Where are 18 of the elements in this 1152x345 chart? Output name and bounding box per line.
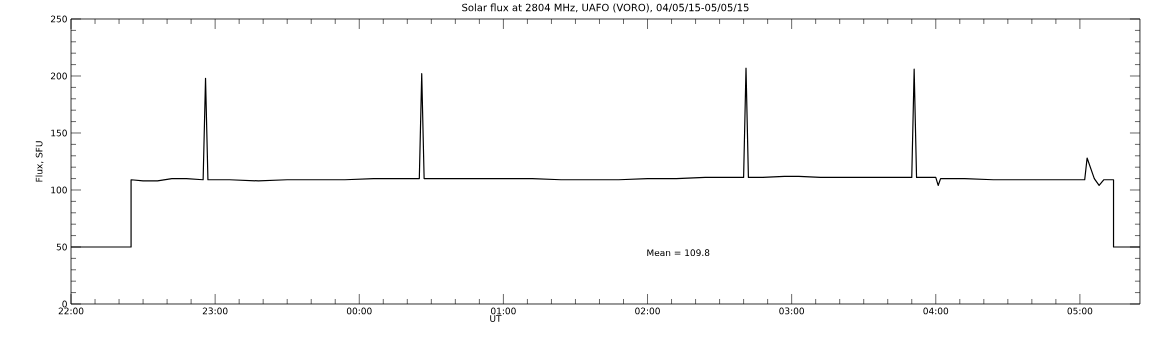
y-axis-title: Flux, SFU: [35, 141, 44, 182]
y-tick-label: 250: [50, 15, 67, 23]
x-tick-label: 00:00: [346, 307, 372, 315]
x-tick-label: 01:00: [491, 307, 516, 315]
x-tick-label: 05:00: [1067, 307, 1093, 315]
x-tick-label: 23:00: [202, 307, 228, 315]
y-tick-label: 50: [56, 243, 67, 251]
annotation: Mean = 109.8: [647, 249, 710, 257]
chart-title: Solar flux at 2804 MHz, UAFO (VORO), 04/05/15-05/05/15: [462, 3, 749, 13]
x-tick-label: 02:00: [635, 307, 660, 315]
x-tick-label: 22:00: [58, 307, 84, 315]
y-tick-label: 0: [62, 300, 67, 308]
y-tick-label: 200: [50, 72, 67, 80]
x-tick-label: 03:00: [779, 307, 805, 315]
y-tick-label: 150: [51, 129, 67, 137]
y-tick-label: 100: [51, 186, 67, 194]
x-tick-label: 04:00: [923, 307, 949, 315]
x-axis-title: UT: [490, 315, 502, 322]
